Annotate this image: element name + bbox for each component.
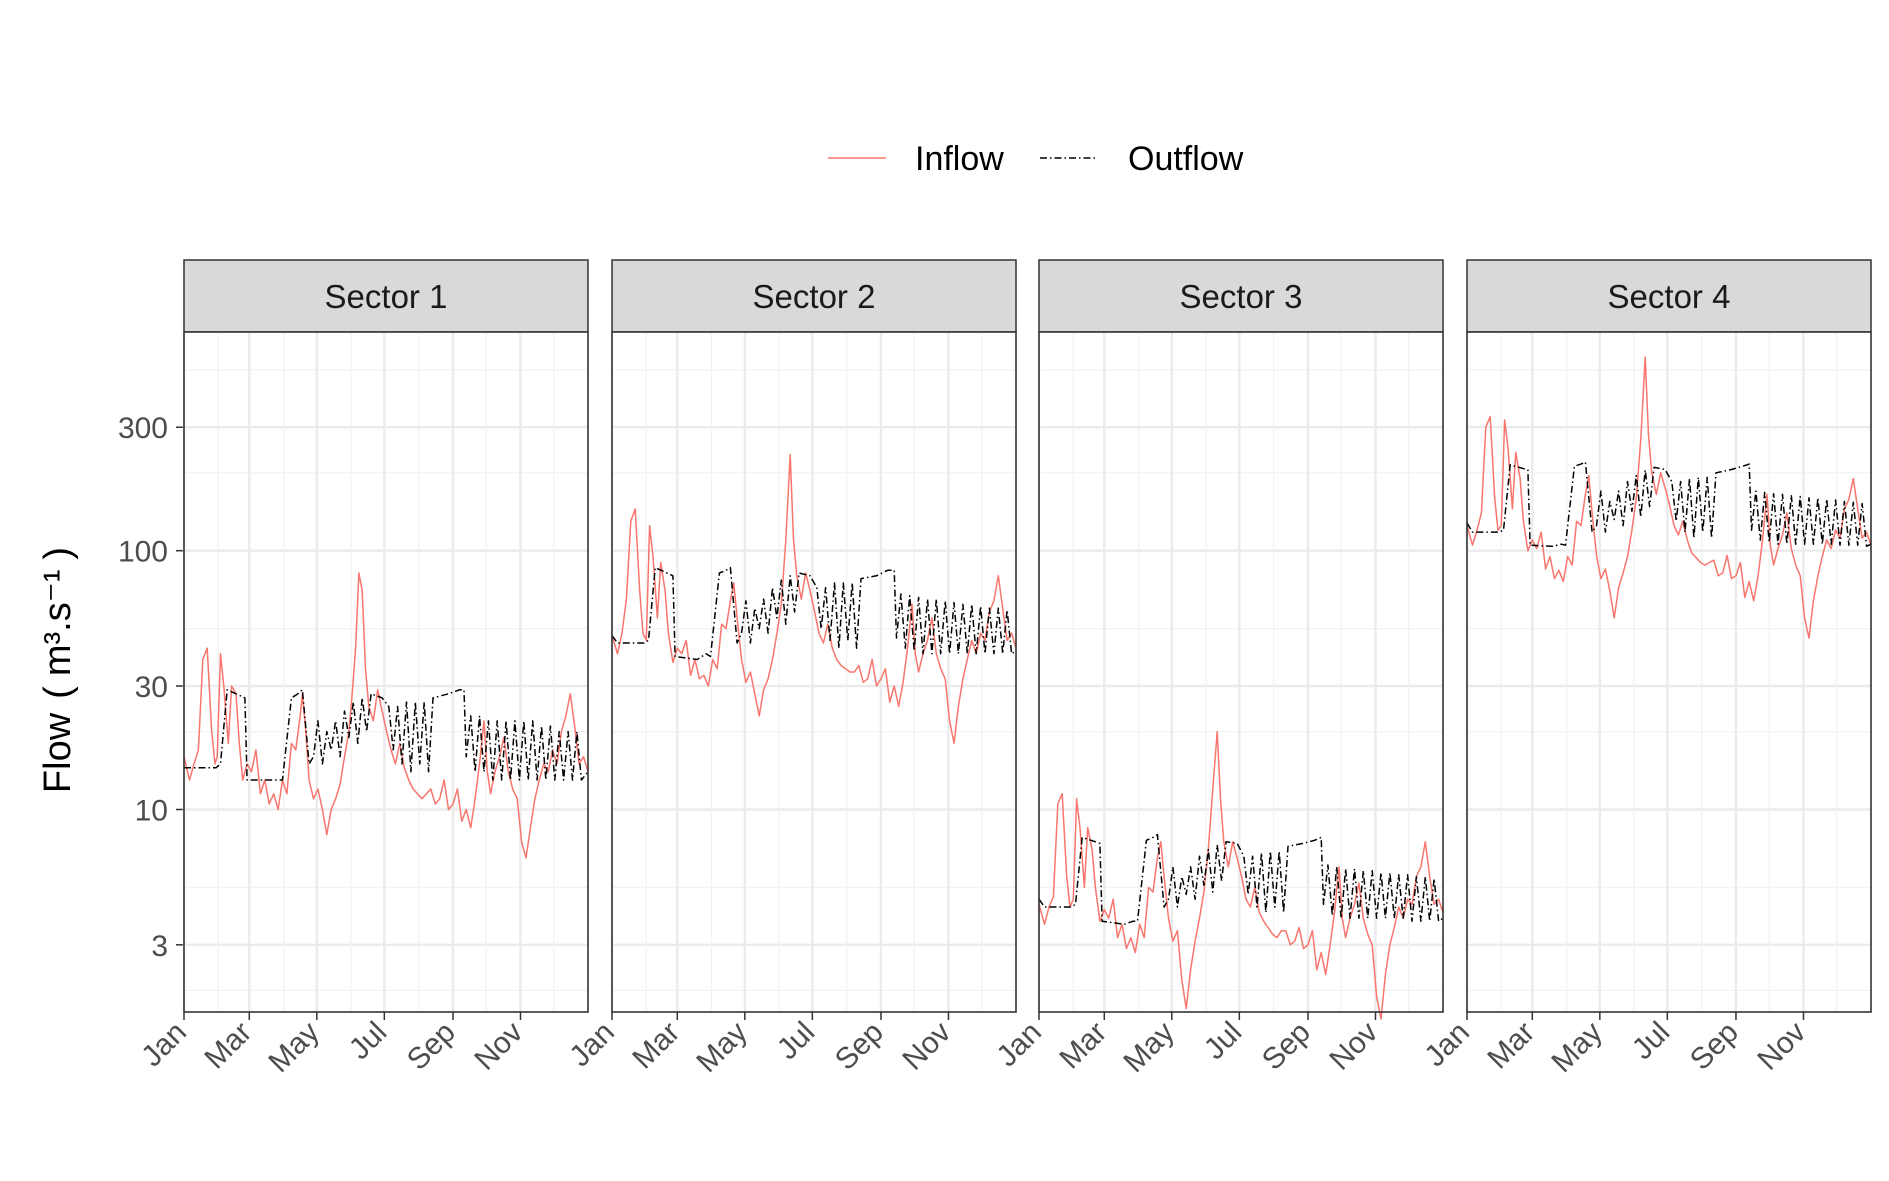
series-line-inflow [1466,356,1872,639]
panel-plot-area [184,332,588,1012]
y-axis-unit-open-paren: ( [37,686,79,699]
y-axis-ticks: 3 10 30 100 300 [118,412,184,963]
y-tick-label: 100 [118,536,168,569]
y-axis-title: Flow ( m³.s⁻¹) [37,547,79,793]
y-tick-label: 300 [118,412,168,445]
y-tick-label: 30 [135,671,168,704]
series-line-outflow [611,566,1017,661]
legend-outflow-label: Outflow [1128,140,1244,178]
y-axis-unit: m³.s⁻¹ [37,570,79,677]
y-axis-unit-close-paren: ) [37,547,79,560]
y-tick-label: 3 [151,930,168,963]
panel-border [611,331,1017,1013]
panel-title: Sector 2 [753,278,876,315]
panel-title: Sector 4 [1608,278,1731,315]
panel-border [1038,331,1444,1013]
y-tick-label: 10 [135,794,168,827]
series-line-outflow [1466,461,1872,548]
series-line-inflow [183,572,589,859]
panel-plot-area [1467,332,1871,1012]
series-line-outflow [184,689,589,781]
y-axis-label: Flow [37,712,79,793]
panel-gridlines [1465,332,1871,1012]
panel-strip [611,259,1017,333]
panel-title: Sector 1 [325,278,448,315]
legend: Inflow Outflow [828,140,1244,178]
panel-strip [1466,259,1872,333]
panel-plot-area [612,332,1016,1012]
panel-border [183,331,589,1013]
panel-plot-area [1039,332,1443,1012]
series-line-outflow [1038,833,1444,926]
panel-border [1466,331,1872,1013]
legend-inflow-label: Inflow [915,140,1004,178]
series-line-inflow [611,453,1017,745]
panel-strip [1038,259,1444,333]
panel-title: Sector 3 [1180,278,1303,315]
series-line-inflow [1038,730,1444,1020]
